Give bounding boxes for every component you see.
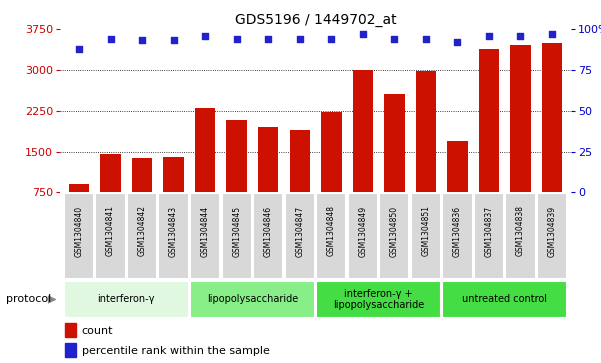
- Point: [358, 31, 368, 37]
- Text: GSM1304844: GSM1304844: [201, 205, 210, 257]
- Bar: [290, 130, 310, 192]
- Text: GSM1304850: GSM1304850: [390, 205, 399, 257]
- Bar: [321, 112, 341, 192]
- FancyBboxPatch shape: [285, 193, 315, 279]
- Point: [484, 33, 494, 38]
- FancyBboxPatch shape: [505, 193, 535, 279]
- Point: [295, 36, 305, 42]
- Point: [516, 33, 525, 38]
- FancyBboxPatch shape: [190, 281, 315, 318]
- Text: GSM1304841: GSM1304841: [106, 205, 115, 256]
- FancyBboxPatch shape: [316, 193, 346, 279]
- Text: untreated control: untreated control: [462, 294, 548, 305]
- FancyBboxPatch shape: [379, 193, 409, 279]
- Bar: [542, 42, 563, 192]
- FancyBboxPatch shape: [442, 193, 472, 279]
- FancyBboxPatch shape: [316, 281, 441, 318]
- Text: percentile rank within the sample: percentile rank within the sample: [82, 346, 269, 356]
- Point: [200, 33, 210, 38]
- FancyBboxPatch shape: [410, 193, 441, 279]
- Point: [137, 37, 147, 43]
- Bar: [447, 140, 468, 192]
- Text: GSM1304849: GSM1304849: [358, 205, 367, 257]
- Text: GSM1304846: GSM1304846: [264, 205, 273, 257]
- Point: [106, 36, 115, 42]
- Bar: [100, 154, 121, 192]
- Bar: [479, 49, 499, 192]
- FancyBboxPatch shape: [537, 193, 567, 279]
- Bar: [416, 71, 436, 192]
- Text: interferon-γ +
lipopolysaccharide: interferon-γ + lipopolysaccharide: [333, 289, 424, 310]
- Text: interferon-γ: interferon-γ: [97, 294, 155, 305]
- FancyBboxPatch shape: [64, 193, 94, 279]
- FancyBboxPatch shape: [222, 193, 252, 279]
- FancyBboxPatch shape: [190, 193, 221, 279]
- Bar: [258, 127, 278, 192]
- Text: GSM1304839: GSM1304839: [548, 205, 557, 257]
- Bar: [69, 184, 90, 192]
- Title: GDS5196 / 1449702_at: GDS5196 / 1449702_at: [235, 13, 396, 26]
- Text: GSM1304838: GSM1304838: [516, 205, 525, 256]
- Text: GSM1304836: GSM1304836: [453, 205, 462, 257]
- Point: [74, 46, 84, 52]
- Text: GSM1304837: GSM1304837: [484, 205, 493, 257]
- FancyBboxPatch shape: [159, 193, 189, 279]
- Point: [389, 36, 399, 42]
- Point: [548, 31, 557, 37]
- Text: GSM1304843: GSM1304843: [169, 205, 178, 257]
- Bar: [65, 343, 76, 357]
- Text: GSM1304847: GSM1304847: [295, 205, 304, 257]
- Text: GSM1304840: GSM1304840: [75, 205, 84, 257]
- Point: [169, 37, 178, 43]
- Point: [232, 36, 242, 42]
- Bar: [353, 70, 373, 192]
- Text: GSM1304845: GSM1304845: [232, 205, 241, 257]
- FancyBboxPatch shape: [127, 193, 157, 279]
- Bar: [195, 108, 215, 192]
- Bar: [227, 120, 247, 192]
- FancyBboxPatch shape: [96, 193, 126, 279]
- Text: protocol: protocol: [6, 294, 51, 305]
- Point: [453, 39, 462, 45]
- Bar: [132, 158, 152, 192]
- FancyBboxPatch shape: [474, 193, 504, 279]
- Text: GSM1304848: GSM1304848: [327, 205, 336, 256]
- Text: lipopolysaccharide: lipopolysaccharide: [207, 294, 298, 305]
- Text: count: count: [82, 326, 113, 336]
- Bar: [163, 157, 184, 192]
- Text: GSM1304851: GSM1304851: [421, 205, 430, 256]
- Bar: [65, 323, 76, 338]
- FancyBboxPatch shape: [64, 281, 189, 318]
- Point: [263, 36, 273, 42]
- Point: [421, 36, 431, 42]
- Bar: [384, 94, 404, 192]
- Text: GSM1304842: GSM1304842: [138, 205, 147, 256]
- FancyBboxPatch shape: [253, 193, 283, 279]
- Bar: [510, 45, 531, 192]
- Point: [326, 36, 336, 42]
- FancyBboxPatch shape: [348, 193, 378, 279]
- FancyBboxPatch shape: [442, 281, 567, 318]
